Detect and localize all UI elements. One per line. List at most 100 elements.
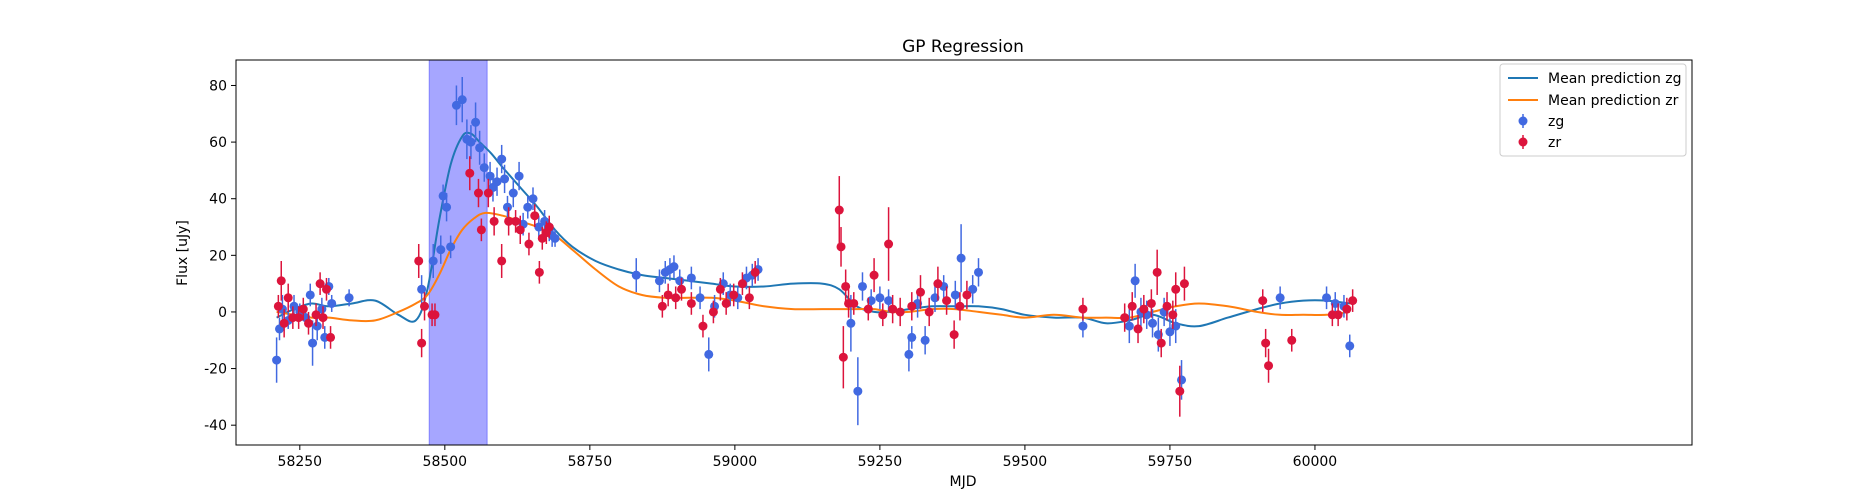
point-zr [1342,305,1351,314]
legend-label-zr: zr [1548,135,1561,151]
point-zr [751,268,760,277]
point-zg [858,282,867,291]
point-zg [853,387,862,396]
y-tick-label: 20 [209,248,227,264]
point-zr [1334,310,1343,319]
legend-label-mean-zg: Mean prediction zg [1548,71,1682,87]
point-zg [884,296,893,305]
point-zr [477,225,486,234]
point-zg [696,293,705,302]
point-zg [466,138,475,147]
point-zg [515,172,524,181]
point-zr [658,302,667,311]
point-zg [551,234,560,243]
point-zr [326,333,335,342]
point-zr [878,310,887,319]
point-zr [1078,305,1087,314]
point-zr [962,290,971,299]
point-zg [921,336,930,345]
point-zg [904,350,913,359]
point-zr [484,189,493,198]
point-zr [304,319,313,328]
point-zg [846,319,855,328]
point-zr [535,268,544,277]
point-zr [907,302,916,311]
point-zr [1157,339,1166,348]
point-zg [523,203,532,212]
x-tick-label: 59750 [1148,454,1193,470]
point-zg [669,262,678,271]
point-zg [313,322,322,331]
legend-label-zg: zg [1548,114,1564,130]
point-zr [716,285,725,294]
point-zr [738,279,747,288]
x-tick-label: 59250 [858,454,903,470]
point-zg [704,350,713,359]
point-zr [835,206,844,215]
point-zg [436,245,445,254]
y-tick-label: 40 [209,192,227,208]
point-zr [516,225,525,234]
point-zg [907,333,916,342]
x-tick-label: 59000 [713,454,758,470]
point-zr [709,307,718,316]
x-tick-label: 58250 [278,454,323,470]
point-zr [1261,339,1270,348]
point-zr [524,240,533,249]
point-zr [896,307,905,316]
point-zr [916,288,925,297]
point-zr [745,293,754,302]
y-tick-label: 60 [209,135,227,151]
point-zr [1180,279,1189,288]
legend-marker-zg [1519,117,1528,126]
point-zg [675,276,684,285]
point-zg [503,203,512,212]
point-zr [1168,310,1177,319]
point-zr [671,293,680,302]
point-zr [864,305,873,314]
point-zg [655,276,664,285]
point-zr [870,271,879,280]
point-zr [322,285,331,294]
point-zr [420,302,429,311]
point-zr [277,276,286,285]
point-zr [677,285,686,294]
x-tick-label: 58500 [423,454,468,470]
point-zg [475,143,484,152]
point-zg [1322,293,1331,302]
point-zr [1128,302,1137,311]
x-tick-label: 59500 [1003,454,1048,470]
point-zr [417,339,426,348]
point-zr [414,256,423,265]
point-zg [480,163,489,172]
point-zr [1163,302,1172,311]
point-zr [925,307,934,316]
point-zg [497,155,506,164]
point-zr [1171,285,1180,294]
point-zr [530,211,539,220]
point-zr [497,256,506,265]
point-zg [429,256,438,265]
y-tick-label: 0 [218,305,227,321]
point-zr [1147,299,1156,308]
point-zr [1258,296,1267,305]
point-zr [722,299,731,308]
point-zg [327,299,336,308]
point-zr [545,223,554,232]
point-zg [1125,322,1134,331]
point-zr [1139,305,1148,314]
point-zr [1264,361,1273,370]
point-zr [1287,336,1296,345]
point-zr [1348,296,1357,305]
point-zr [933,279,942,288]
point-zr [284,293,293,302]
point-zg [471,118,480,127]
point-zg [974,268,983,277]
legend-marker-zr [1519,138,1528,147]
point-zr [839,353,848,362]
point-zg [529,194,538,203]
point-zg [308,339,317,348]
point-zr [511,217,520,226]
point-zr [955,302,964,311]
point-zg [1276,293,1285,302]
